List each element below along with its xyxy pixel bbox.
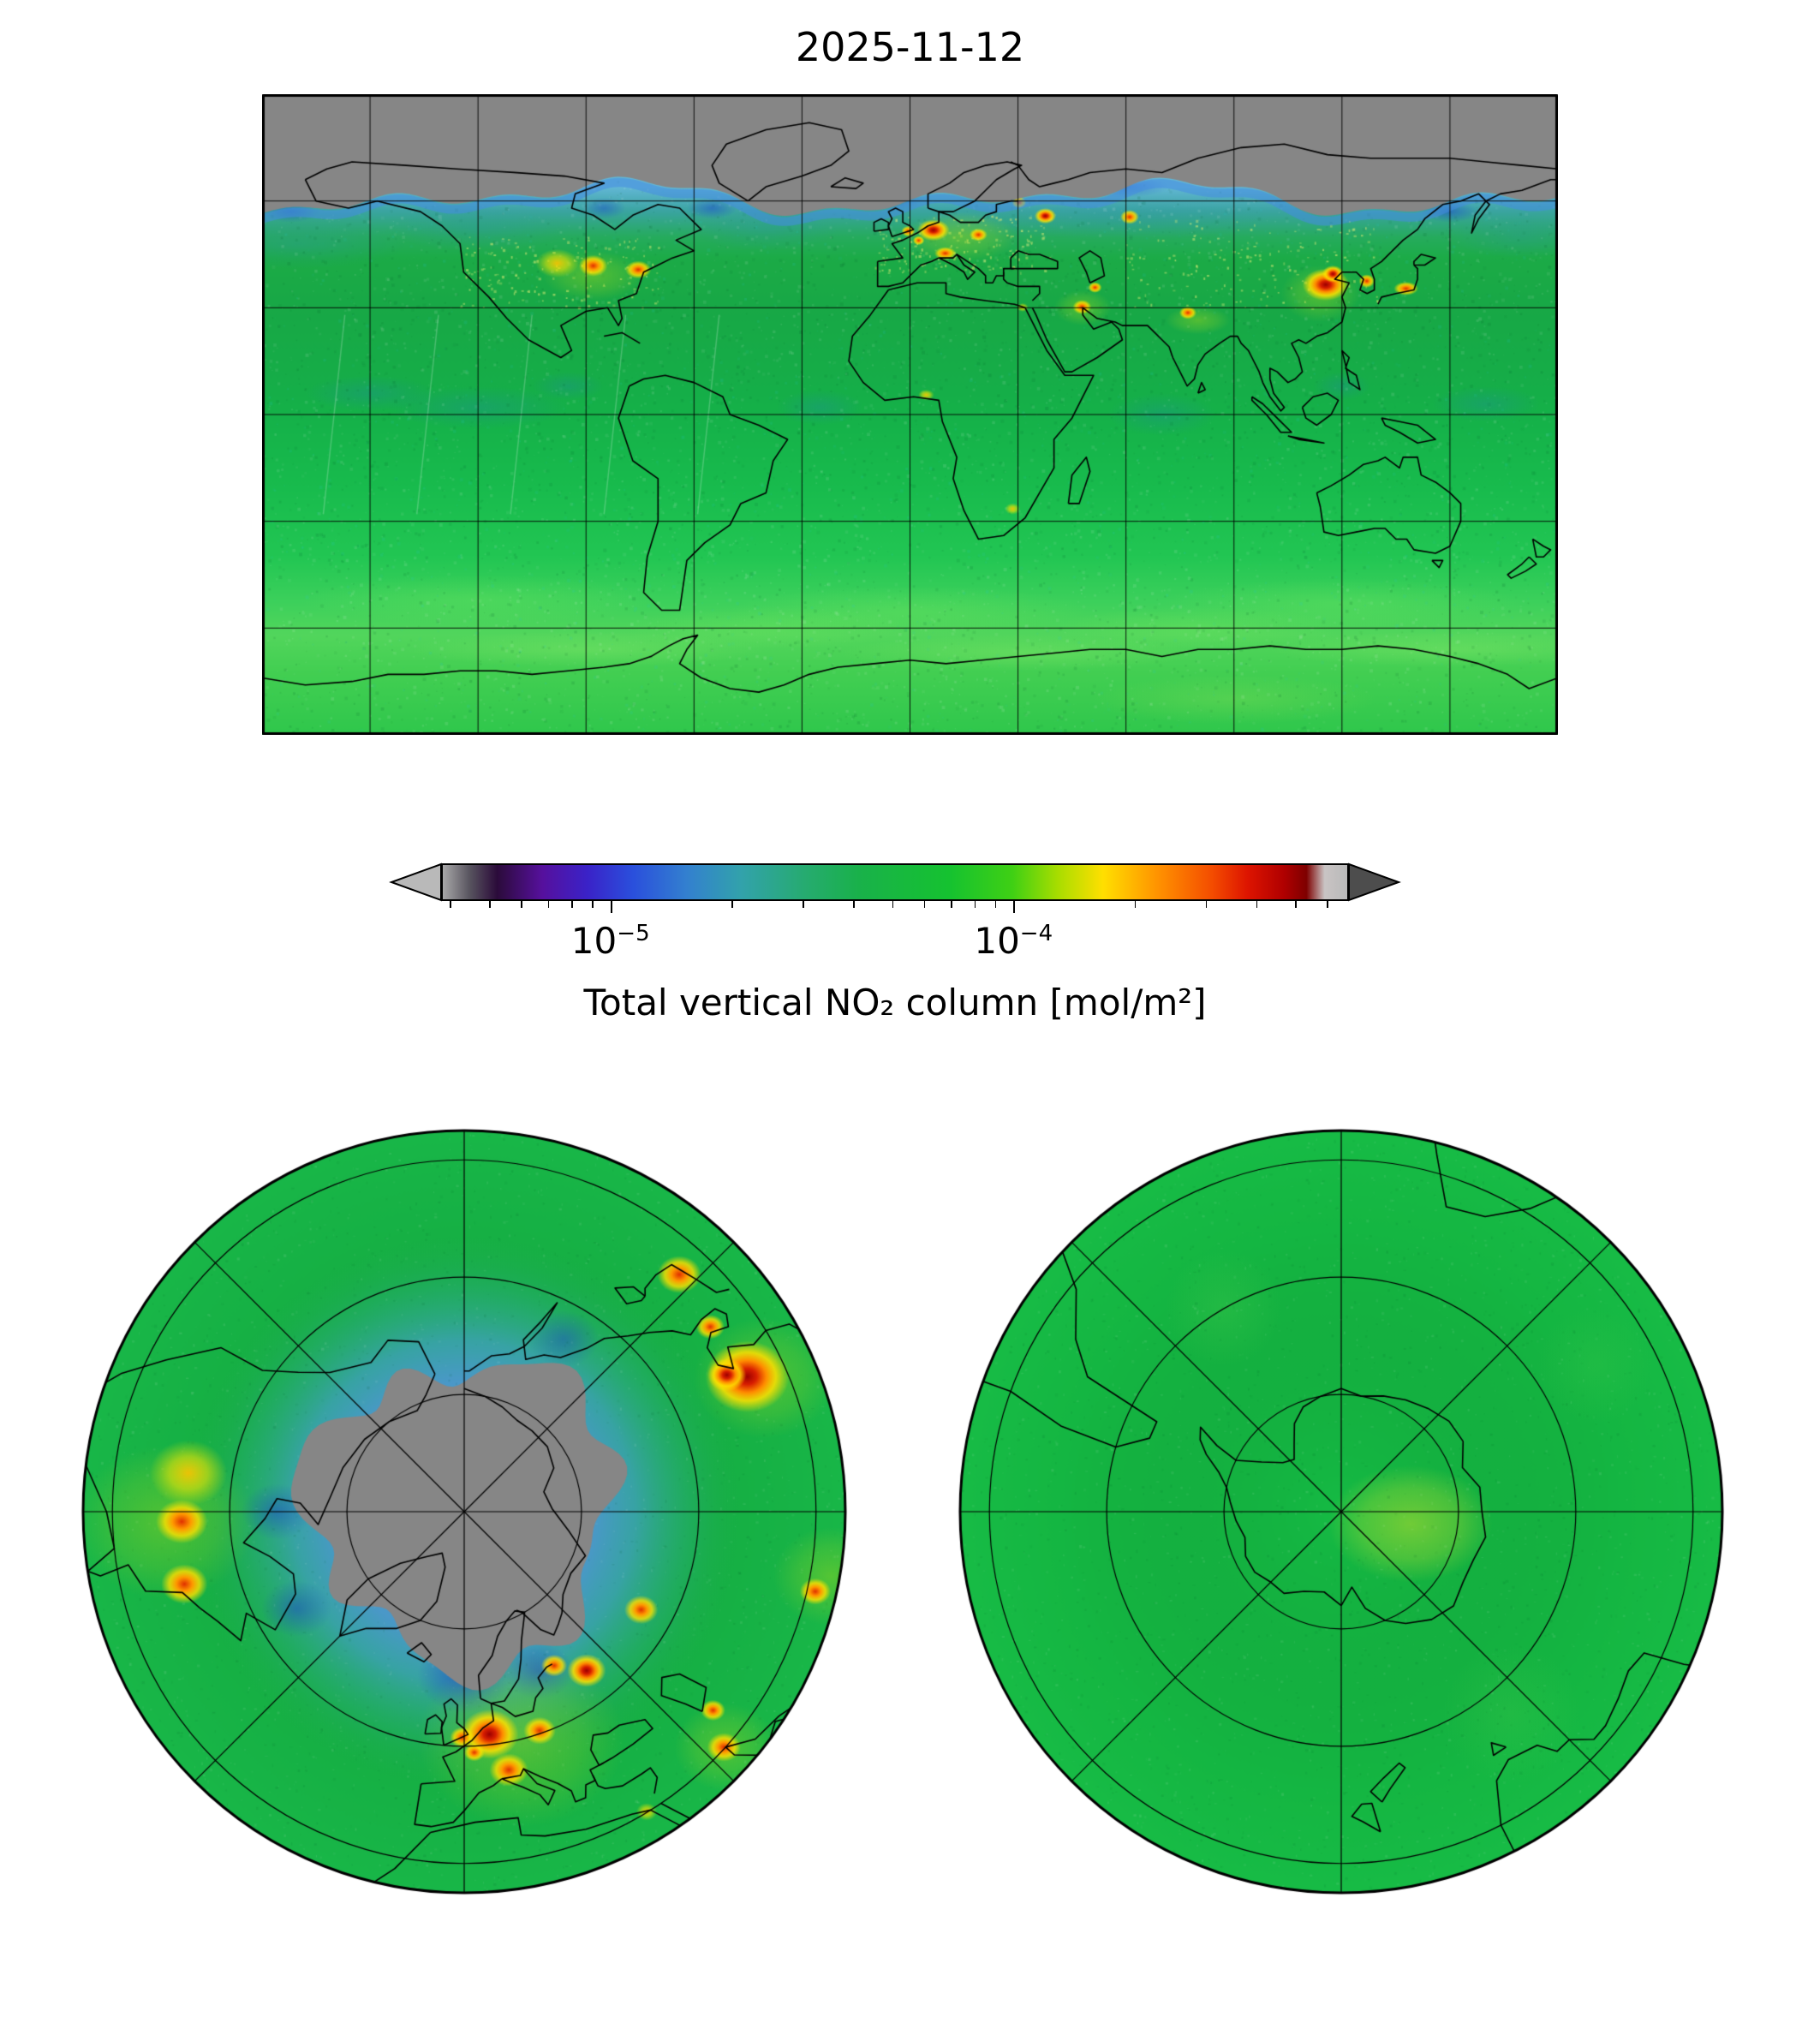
colorbar-minor-tick [450,901,451,908]
colorbar-minor-tick [521,901,522,908]
global-no2-map-panel [262,94,1558,735]
colorbar-label: Total vertical NO₂ column [mol/m²] [583,982,1207,1023]
colorbar-major-tick [610,901,612,913]
colorbar-minor-tick [489,901,491,908]
colorbar-minor-tick [571,901,573,908]
colorbar-minor-tick [974,901,976,908]
colorbar-major-tick [1013,901,1016,913]
colorbar-minor-tick [951,901,952,908]
figure-title: 2025-11-12 [795,24,1025,70]
colorbar-minor-tick [1295,901,1297,908]
colorbar-minor-tick [923,901,926,908]
colorbar-minor-tick [1327,901,1328,908]
colorbar-over-range-arrow [1348,862,1401,902]
colorbar-minor-tick [853,901,855,908]
colorbar-minor-tick [892,901,894,908]
south-polar-no2-map-panel [956,1126,1727,1897]
colorbar-minor-tick [803,901,804,908]
colorbar-tick-label: 10−4 [974,920,1053,962]
colorbar-minor-tick [592,901,594,908]
colorbar-minor-tick [1256,901,1258,908]
colorbar-under-range-arrow-shape [389,862,442,902]
colorbar-minor-tick [547,901,550,908]
colorbar-over-range-arrow-shape [1348,862,1401,902]
colorbar-minor-tick [731,901,733,908]
colorbar-tick-label: 10−5 [570,920,650,962]
colorbar-minor-tick [994,901,997,908]
colorbar-under-range-arrow [389,862,442,902]
colorbar-minor-tick [1134,901,1137,908]
colorbar-gradient-bar [441,863,1349,901]
north-polar-no2-map-panel [79,1126,850,1897]
colorbar-minor-tick [1205,901,1208,908]
